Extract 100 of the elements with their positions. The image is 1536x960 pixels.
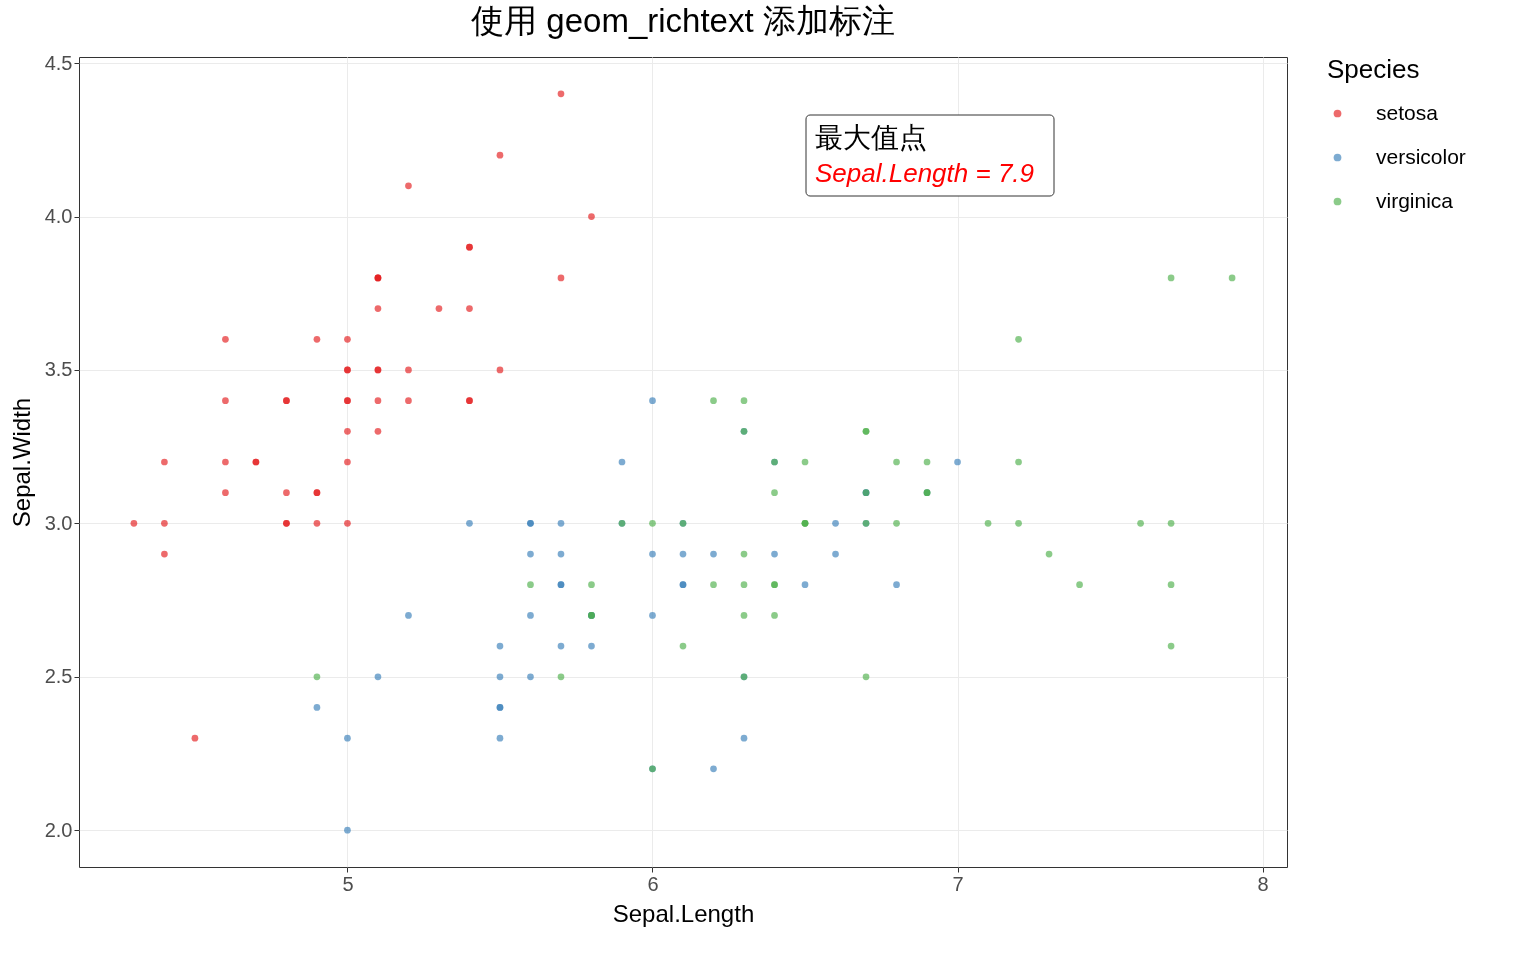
point bbox=[557, 673, 565, 681]
point bbox=[649, 397, 656, 404]
y-axis-title: Sepal.Width bbox=[7, 397, 35, 528]
point bbox=[1045, 550, 1053, 558]
point bbox=[405, 182, 412, 190]
point bbox=[557, 520, 565, 527]
point bbox=[649, 612, 656, 619]
point bbox=[496, 151, 504, 159]
point bbox=[527, 673, 534, 681]
x-tick-label: 8 bbox=[1257, 872, 1269, 895]
point bbox=[771, 489, 778, 497]
point bbox=[557, 550, 565, 558]
point bbox=[313, 520, 321, 527]
point bbox=[832, 520, 839, 527]
point bbox=[1167, 520, 1175, 527]
point bbox=[344, 734, 351, 742]
point bbox=[344, 826, 351, 834]
point bbox=[984, 520, 992, 527]
y-tick-label: 4.5 bbox=[44, 51, 73, 74]
point bbox=[710, 550, 717, 558]
point bbox=[740, 550, 748, 558]
point bbox=[679, 642, 687, 650]
point bbox=[1167, 581, 1175, 589]
x-tick-label: 7 bbox=[952, 872, 964, 895]
point bbox=[740, 397, 748, 404]
point bbox=[649, 520, 656, 527]
point bbox=[1167, 642, 1175, 650]
point bbox=[313, 335, 321, 343]
point bbox=[374, 673, 382, 681]
point bbox=[161, 520, 168, 527]
point bbox=[588, 642, 595, 650]
point bbox=[801, 581, 809, 589]
point bbox=[191, 734, 199, 742]
point bbox=[527, 550, 534, 558]
point bbox=[649, 550, 656, 558]
point bbox=[557, 90, 565, 98]
point bbox=[771, 550, 778, 558]
x-tick-label: 6 bbox=[647, 872, 659, 895]
point bbox=[313, 704, 321, 711]
point bbox=[344, 427, 351, 435]
point bbox=[466, 305, 473, 312]
point bbox=[801, 458, 809, 466]
point bbox=[679, 550, 687, 558]
point bbox=[740, 581, 748, 589]
x-axis-title: Sepal.Length bbox=[612, 899, 755, 927]
point bbox=[832, 550, 839, 558]
point bbox=[588, 213, 595, 220]
legend-label: versicolor bbox=[1376, 144, 1466, 168]
point bbox=[923, 458, 931, 466]
point bbox=[405, 612, 412, 619]
y-tick-label: 3.5 bbox=[44, 358, 73, 381]
point bbox=[344, 520, 351, 527]
point bbox=[618, 458, 626, 466]
point bbox=[771, 612, 778, 619]
point bbox=[222, 397, 229, 404]
point bbox=[1015, 335, 1022, 343]
point bbox=[1228, 274, 1236, 282]
point bbox=[893, 581, 900, 589]
legend-label: setosa bbox=[1376, 100, 1439, 124]
point bbox=[374, 305, 382, 312]
point bbox=[466, 520, 473, 527]
legend-title: Species bbox=[1327, 54, 1420, 84]
y-tick-label: 3.0 bbox=[44, 511, 73, 534]
point bbox=[222, 458, 229, 466]
x-tick-label: 5 bbox=[342, 872, 354, 895]
point bbox=[893, 520, 900, 527]
point bbox=[222, 489, 229, 497]
point bbox=[496, 673, 504, 681]
point bbox=[862, 673, 870, 681]
point bbox=[893, 458, 900, 466]
annotation: 最大值点 bbox=[815, 121, 927, 154]
point bbox=[1167, 274, 1175, 282]
point bbox=[1137, 520, 1144, 527]
point bbox=[435, 305, 443, 312]
point bbox=[130, 520, 138, 527]
point bbox=[222, 335, 229, 343]
y-tick-label: 2.0 bbox=[44, 818, 73, 841]
annotation: Sepal.Length = 7.9 bbox=[815, 158, 1035, 188]
point bbox=[740, 612, 748, 619]
point bbox=[588, 581, 595, 589]
point bbox=[557, 642, 565, 650]
point bbox=[527, 612, 534, 619]
y-tick-label: 4.0 bbox=[44, 205, 73, 228]
point bbox=[527, 581, 534, 589]
point bbox=[1015, 520, 1022, 527]
point bbox=[283, 489, 290, 497]
point bbox=[710, 765, 717, 773]
point bbox=[1015, 458, 1022, 466]
point bbox=[954, 458, 961, 466]
point bbox=[405, 397, 412, 404]
point bbox=[344, 458, 351, 466]
point bbox=[374, 397, 382, 404]
y-tick-label: 2.5 bbox=[44, 665, 73, 688]
point bbox=[557, 274, 565, 282]
point bbox=[496, 642, 504, 650]
point bbox=[710, 581, 717, 589]
point bbox=[313, 673, 321, 681]
point bbox=[161, 458, 168, 466]
point bbox=[161, 550, 168, 558]
point bbox=[496, 734, 504, 742]
